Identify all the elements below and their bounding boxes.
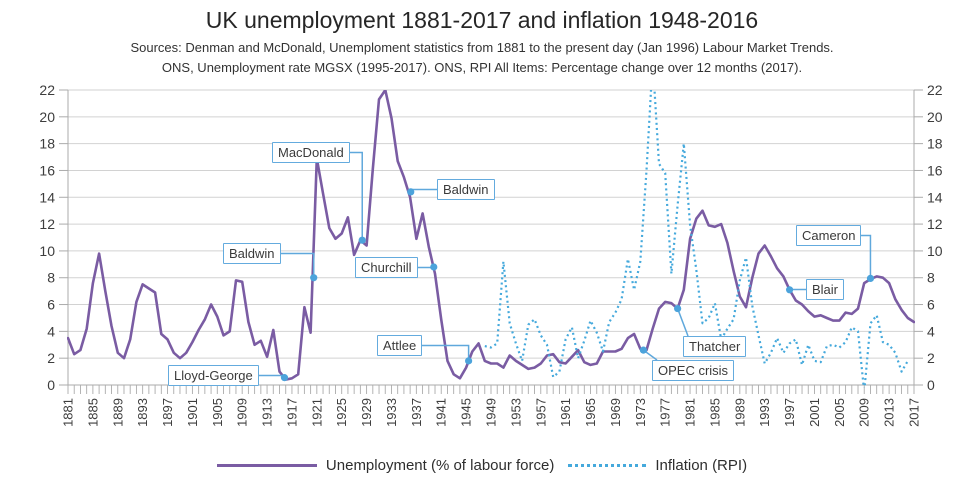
x-tick-label: 1965 (583, 398, 598, 427)
annotation-anchor-dot (465, 357, 473, 365)
annotation-anchor-dot (785, 286, 794, 294)
x-tick-label: 1993 (757, 398, 772, 427)
x-tick-label: 1985 (707, 398, 722, 427)
x-tick-label: 1997 (782, 398, 797, 427)
x-tick-label: 1901 (185, 398, 200, 427)
y-tick-label-right: 4 (927, 323, 935, 339)
x-tick-label: 1881 (61, 398, 76, 427)
annotation-leader (676, 308, 689, 337)
annotation-leader (410, 188, 437, 192)
y-tick-label-right: 8 (927, 270, 935, 286)
x-tick-label: 1969 (608, 398, 623, 427)
y-tick-label-left: 4 (47, 323, 55, 339)
y-tick-label-right: 12 (927, 216, 943, 232)
annotation-anchor-dot (358, 236, 366, 244)
x-tick-label: 1893 (135, 398, 150, 427)
annotation-leader (861, 234, 872, 279)
x-tick-label: 1921 (309, 398, 324, 427)
x-tick-label: 1917 (284, 398, 299, 427)
x-tick-label: 1889 (110, 398, 125, 427)
annotation-anchor-dot (407, 188, 415, 196)
x-tick-label: 1949 (484, 398, 499, 427)
x-tick-label: 1905 (210, 398, 225, 427)
x-tick-label: 1929 (359, 398, 374, 427)
annotation-blair: Blair (806, 279, 845, 300)
series-line-unemployment (67, 90, 915, 381)
annotation-opec-crisis: OPEC crisis (652, 360, 735, 381)
source-note-line1: Sources: Denman and McDonald, Unemplomen… (130, 40, 834, 55)
x-tick-label: 1909 (235, 398, 250, 427)
annotation-baldwin: Baldwin (223, 243, 281, 264)
chart-title: UK unemployment 1881-2017 and inflation … (205, 7, 759, 33)
y-tick-label-left: 6 (47, 297, 55, 313)
y-tick-label-right: 6 (927, 297, 935, 313)
annotation-macdonald: MacDonald (272, 142, 350, 163)
legend-label-inflation: Inflation (RPI) (655, 456, 748, 474)
annotation-anchor-dot (280, 374, 289, 382)
y-tick-label-right: 20 (927, 109, 943, 125)
annotation-attlee: Attlee (377, 335, 423, 356)
x-tick-label: 1989 (732, 398, 747, 427)
x-tick-label: 1925 (334, 398, 349, 427)
annotation-baldwin: Baldwin (437, 179, 495, 200)
x-tick-label: 1897 (160, 398, 175, 427)
y-tick-label-right: 0 (927, 377, 935, 393)
annotation-thatcher: Thatcher (683, 336, 747, 357)
y-tick-label-left: 22 (39, 82, 55, 98)
y-tick-label-left: 20 (39, 109, 55, 125)
annotation-anchor-dot (866, 274, 875, 282)
x-tick-label: 1961 (558, 398, 573, 427)
y-tick-label-left: 18 (39, 136, 55, 152)
x-tick-label: 2001 (807, 398, 822, 427)
y-tick-label-left: 0 (47, 377, 55, 393)
y-tick-label-left: 2 (47, 350, 55, 366)
chart-legend: Unemployment (% of labour force) Inflati… (0, 451, 964, 479)
legend-item-unemployment: Unemployment (% of labour force) (216, 456, 555, 474)
y-tick-label-right: 18 (927, 136, 943, 152)
y-tick-label-left: 8 (47, 270, 55, 286)
y-tick-label-left: 14 (39, 189, 55, 205)
annotation-anchor-dot (310, 274, 318, 282)
y-tick-label-right: 16 (927, 162, 943, 178)
legend-label-unemployment: Unemployment (% of labour force) (325, 456, 555, 474)
y-tick-label-right: 2 (927, 350, 935, 366)
annotation-lloyd-george: Lloyd-George (168, 365, 259, 386)
y-tick-label-left: 12 (39, 216, 55, 232)
x-tick-label: 1953 (508, 398, 523, 427)
x-tick-label: 1945 (459, 398, 474, 427)
x-tick-label: 2005 (832, 398, 847, 427)
y-tick-label-left: 16 (39, 162, 55, 178)
x-tick-label: 2009 (857, 398, 872, 427)
x-tick-label: 2013 (882, 398, 897, 427)
x-tick-label: 1941 (434, 398, 449, 427)
x-tick-label: 1981 (683, 398, 698, 427)
x-tick-label: 1885 (85, 398, 100, 427)
annotation-churchill: Churchill (355, 257, 418, 278)
x-tick-label: 1973 (633, 398, 648, 427)
annotation-cameron: Cameron (796, 225, 862, 246)
source-note-line2: ONS, Unemployment rate MGSX (1995-2017).… (161, 60, 803, 75)
x-tick-label: 1913 (260, 398, 275, 427)
annotation-leader (281, 252, 315, 278)
legend-swatch-unemployment (216, 463, 317, 467)
x-tick-label: 1933 (384, 398, 399, 427)
annotation-leader (422, 344, 470, 361)
x-tick-label: 2017 (907, 398, 922, 427)
legend-swatch-inflation (568, 463, 647, 467)
y-tick-label-right: 14 (927, 189, 943, 205)
y-tick-label-right: 10 (927, 243, 943, 259)
annotation-anchor-dot (430, 263, 438, 271)
annotation-anchor-dot (674, 304, 682, 313)
x-tick-label: 1937 (409, 398, 424, 427)
annotation-leader (350, 151, 363, 241)
y-tick-label-left: 10 (39, 243, 55, 259)
x-tick-label: 1977 (658, 398, 673, 427)
annotation-leader (259, 374, 286, 378)
y-tick-label-right: 22 (927, 82, 943, 98)
annotation-anchor-dot (639, 346, 648, 354)
legend-item-inflation: Inflation (RPI) (568, 457, 747, 474)
x-tick-label: 1957 (533, 398, 548, 427)
